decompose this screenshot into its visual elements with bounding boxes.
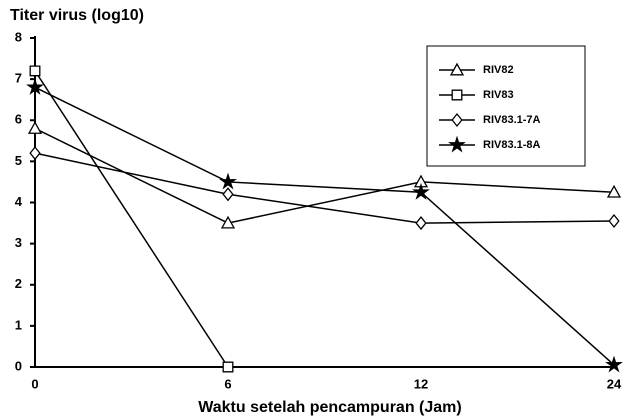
y-tick-label: 4 [15, 194, 23, 209]
y-tick-label: 0 [15, 358, 22, 373]
marker [451, 112, 463, 128]
y-tick-label: 7 [15, 71, 22, 86]
marker [449, 62, 465, 76]
x-tick-label: 0 [31, 376, 38, 391]
x-tick-label: 6 [224, 376, 231, 391]
y-tick-label: 8 [15, 29, 22, 44]
marker [222, 187, 234, 202]
y-tick-label: 2 [15, 276, 22, 291]
legend-label: RIV83.1-8A [483, 139, 541, 151]
legend-label: RIV83 [483, 89, 514, 101]
y-tick-label: 3 [15, 235, 22, 250]
marker [605, 355, 623, 373]
x-axis-title: Waktu setelah pencampuran (Jam) [198, 399, 461, 416]
marker [608, 213, 620, 229]
marker [222, 361, 234, 373]
marker [29, 146, 41, 161]
legend-label: RIV82 [483, 64, 514, 76]
legend-label: RIV83.1-7A [483, 114, 541, 126]
marker [412, 182, 430, 200]
legend-box [426, 45, 586, 167]
marker [606, 184, 622, 198]
y-tick-label: 1 [15, 317, 22, 332]
x-tick-label: 24 [607, 376, 622, 391]
x-tick-label: 12 [414, 376, 428, 391]
marker [219, 172, 237, 190]
y-tick-label: 6 [15, 112, 22, 127]
marker [26, 77, 44, 95]
series-line [34, 152, 615, 224]
series-line [34, 86, 615, 366]
marker [29, 65, 41, 77]
series-line [34, 127, 615, 224]
series-line [34, 70, 229, 368]
marker [27, 121, 43, 134]
y-axis-title: Titer virus (log10) [10, 7, 144, 24]
marker [451, 89, 463, 101]
marker [415, 216, 427, 231]
marker [220, 215, 236, 229]
marker [448, 135, 466, 153]
y-tick-label: 5 [15, 153, 22, 168]
